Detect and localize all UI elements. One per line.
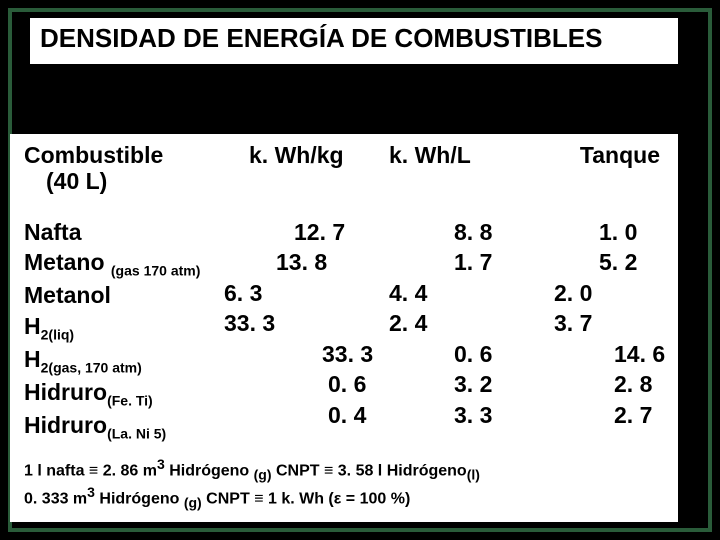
val-nafta-tanque: 1. 0 bbox=[599, 217, 637, 247]
fuel-h2gas-sub: 2(gas, 170 atm) bbox=[41, 359, 142, 375]
val-metano-tanque: 5. 2 bbox=[599, 247, 637, 277]
header-kwhkg: k. Wh/kg bbox=[249, 142, 389, 195]
fuel-h2gas: H2(gas, 170 atm) bbox=[24, 344, 200, 377]
val-metanol-kwhkg: 6. 3 bbox=[224, 278, 262, 308]
val-metanol-kwhl: 4. 4 bbox=[389, 278, 427, 308]
val-h2gas-tanque: 14. 6 bbox=[614, 339, 665, 369]
fuel-hidruro1-sub: (Fe. Ti) bbox=[107, 392, 153, 408]
title-block: DENSIDAD DE ENERGÍA DE COMBUSTIBLES bbox=[30, 18, 678, 64]
f2b: Hidrógeno bbox=[95, 491, 184, 508]
val-hid1-kwhkg: 0. 6 bbox=[328, 369, 366, 399]
footer-line1: 1 l nafta ≡ 2. 86 m3 Hidrógeno (g) CNPT … bbox=[24, 455, 480, 484]
val-metanol-tanque: 2. 0 bbox=[554, 278, 592, 308]
fuel-hidruro1-pre: Hidruro bbox=[24, 379, 107, 405]
table-header-row: Combustible (40 L) k. Wh/kg k. Wh/L Tanq… bbox=[24, 142, 666, 195]
fuel-h2liq-pre: H bbox=[24, 313, 41, 339]
f1l: (l) bbox=[467, 466, 480, 482]
fuel-metano-sub: (gas 170 atm) bbox=[111, 263, 200, 279]
f1eq2: ≡ bbox=[324, 462, 333, 479]
data-area: Nafta Metano (gas 170 atm) Metanol H2(li… bbox=[24, 217, 666, 452]
footer-notes: 1 l nafta ≡ 2. 86 m3 Hidrógeno (g) CNPT … bbox=[24, 455, 480, 512]
val-h2gas-kwhkg: 33. 3 bbox=[322, 339, 373, 369]
f1d: CNPT bbox=[272, 462, 324, 479]
f1s3: 3 bbox=[157, 456, 165, 472]
fuel-hidruro2-pre: Hidruro bbox=[24, 412, 107, 438]
slide-frame: DENSIDAD DE ENERGÍA DE COMBUSTIBLES Comb… bbox=[8, 8, 712, 532]
fuel-h2gas-pre: H bbox=[24, 346, 41, 372]
val-metano-kwhl: 1. 7 bbox=[454, 247, 492, 277]
f1b: 2. 86 m bbox=[98, 462, 157, 479]
header-combustible-label: Combustible bbox=[24, 142, 163, 168]
f2g: (g) bbox=[184, 495, 202, 511]
fuel-nafta: Nafta bbox=[24, 217, 200, 247]
val-h2liq-kwhl: 2. 4 bbox=[389, 308, 427, 338]
footer-line2: 0. 333 m3 Hidrógeno (g) CNPT ≡ 1 k. Wh (… bbox=[24, 483, 480, 512]
val-h2gas-kwhl: 0. 6 bbox=[454, 339, 492, 369]
val-hid2-kwhl: 3. 3 bbox=[454, 400, 492, 430]
val-nafta-kwhl: 8. 8 bbox=[454, 217, 492, 247]
f2eq: ≡ bbox=[254, 491, 263, 508]
fuel-metanol: Metanol bbox=[24, 280, 200, 310]
f2d: 1 k. Wh (ε = 100 %) bbox=[264, 491, 411, 508]
val-h2liq-kwhkg: 33. 3 bbox=[224, 308, 275, 338]
fuel-hidruro1: Hidruro(Fe. Ti) bbox=[24, 377, 200, 410]
content-block: Combustible (40 L) k. Wh/kg k. Wh/L Tanq… bbox=[10, 134, 678, 522]
fuel-labels: Nafta Metano (gas 170 atm) Metanol H2(li… bbox=[24, 217, 200, 443]
fuel-metano: Metano (gas 170 atm) bbox=[24, 247, 200, 280]
f2s3: 3 bbox=[87, 484, 95, 500]
slide-title: DENSIDAD DE ENERGÍA DE COMBUSTIBLES bbox=[40, 24, 668, 54]
val-hid1-kwhl: 3. 2 bbox=[454, 369, 492, 399]
f1c: Hidrógeno bbox=[165, 462, 254, 479]
val-nafta-kwhkg: 12. 7 bbox=[294, 217, 345, 247]
f1a: 1 l nafta bbox=[24, 462, 89, 479]
fuel-h2liq-sub: 2(liq) bbox=[41, 326, 74, 342]
val-hid2-tanque: 2. 7 bbox=[614, 400, 652, 430]
val-metano-kwhkg: 13. 8 bbox=[276, 247, 327, 277]
f1eq1: ≡ bbox=[89, 462, 98, 479]
f2c: CNPT bbox=[202, 491, 254, 508]
f1g: (g) bbox=[254, 466, 272, 482]
val-h2liq-tanque: 3. 7 bbox=[554, 308, 592, 338]
val-hid1-tanque: 2. 8 bbox=[614, 369, 652, 399]
f1e: 3. 58 l Hidrógeno bbox=[333, 462, 466, 479]
f2a: 0. 333 m bbox=[24, 491, 87, 508]
header-tanque: Tanque bbox=[519, 142, 666, 195]
fuel-hidruro2-sub: (La. Ni 5) bbox=[107, 425, 166, 441]
fuel-h2liq: H2(liq) bbox=[24, 311, 200, 344]
header-kwhl: k. Wh/L bbox=[389, 142, 519, 195]
header-combustible: Combustible (40 L) bbox=[24, 142, 249, 195]
fuel-hidruro2: Hidruro(La. Ni 5) bbox=[24, 410, 200, 443]
header-sub40: (40 L) bbox=[24, 168, 249, 194]
fuel-metano-pre: Metano bbox=[24, 249, 111, 275]
val-hid2-kwhkg: 0. 4 bbox=[328, 400, 366, 430]
